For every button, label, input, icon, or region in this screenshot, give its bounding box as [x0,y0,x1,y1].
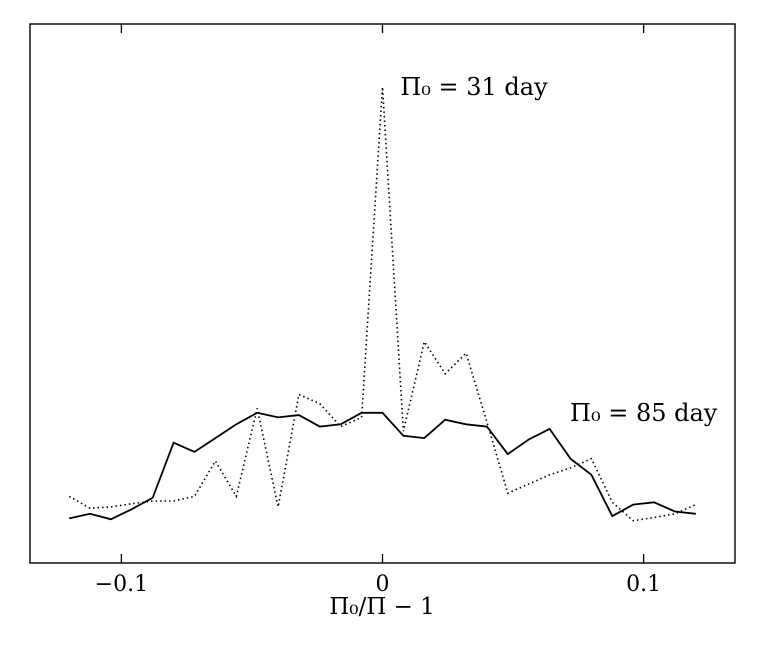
x-tick-label: 0.1 [626,572,661,597]
series-layer [68,86,697,522]
x-axis-label: Π₀/Π − 1 [329,594,435,620]
annotation-31-day: Π₀ = 31 day [400,73,548,101]
series-line-85-day [69,411,696,521]
x-tick-label: 0 [376,572,390,597]
plot-frame [29,23,736,564]
x-tick-label: −0.1 [95,572,148,597]
series-line-31-day [68,86,697,522]
x-ticks: −0.1 0 0.1 [95,24,661,597]
annotations-layer: Π₀ = 31 day Π₀ = 85 day [400,73,717,427]
annotation-85-day: Π₀ = 85 day [570,399,718,427]
